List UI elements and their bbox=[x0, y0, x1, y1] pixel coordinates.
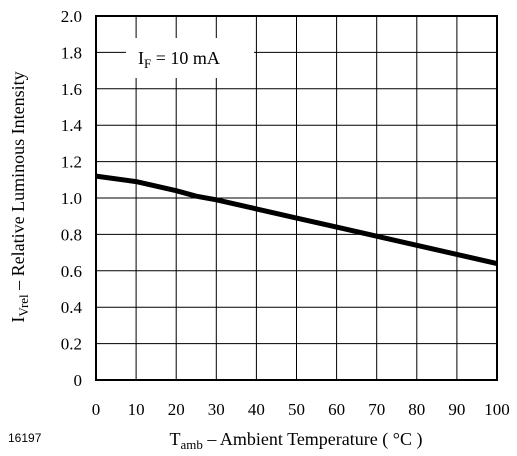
plot-frame bbox=[95, 15, 498, 381]
y-tick-label: 1.0 bbox=[61, 189, 82, 208]
x-tick-label: 100 bbox=[484, 400, 510, 419]
x-tick-label: 40 bbox=[248, 400, 265, 419]
figure-number: 16197 bbox=[8, 431, 42, 445]
x-tick-labels: 0 10 20 30 40 50 60 70 80 90 100 bbox=[92, 400, 510, 419]
annotation-label: IF = 10 mA bbox=[138, 48, 220, 71]
y-tick-label: 0 bbox=[74, 371, 83, 390]
x-tick-label: 50 bbox=[288, 400, 305, 419]
x-tick-label: 60 bbox=[328, 400, 345, 419]
x-tick-label: 90 bbox=[448, 400, 465, 419]
series-line bbox=[95, 173, 498, 266]
y-tick-label: 2.0 bbox=[61, 7, 82, 26]
series-layer bbox=[95, 173, 498, 266]
x-tick-label: 0 bbox=[92, 400, 101, 419]
y-tick-label: 0.2 bbox=[61, 335, 82, 354]
y-tick-label: 0.6 bbox=[61, 262, 82, 281]
y-tick-label: 0.8 bbox=[61, 225, 82, 244]
y-tick-label: 1.8 bbox=[61, 43, 82, 62]
annotation-box bbox=[126, 38, 254, 78]
x-axis-title: Tamb – Ambient Temperature ( °C ) bbox=[170, 429, 423, 452]
y-tick-labels: 0 0.2 0.4 0.6 0.8 1.0 1.2 1.4 1.6 1.8 2.0 bbox=[61, 7, 83, 390]
y-axis-title: IVrel – Relative Luminous Intensity bbox=[8, 71, 31, 322]
y-tick-label: 1.6 bbox=[61, 80, 82, 99]
y-tick-label: 0.4 bbox=[61, 298, 83, 317]
y-tick-label: 1.2 bbox=[61, 153, 82, 172]
x-tick-label: 70 bbox=[368, 400, 385, 419]
y-tick-label: 1.4 bbox=[61, 116, 83, 135]
x-tick-label: 80 bbox=[408, 400, 425, 419]
x-tick-label: 10 bbox=[128, 400, 145, 419]
x-tick-label: 30 bbox=[208, 400, 225, 419]
x-tick-label: 20 bbox=[168, 400, 185, 419]
